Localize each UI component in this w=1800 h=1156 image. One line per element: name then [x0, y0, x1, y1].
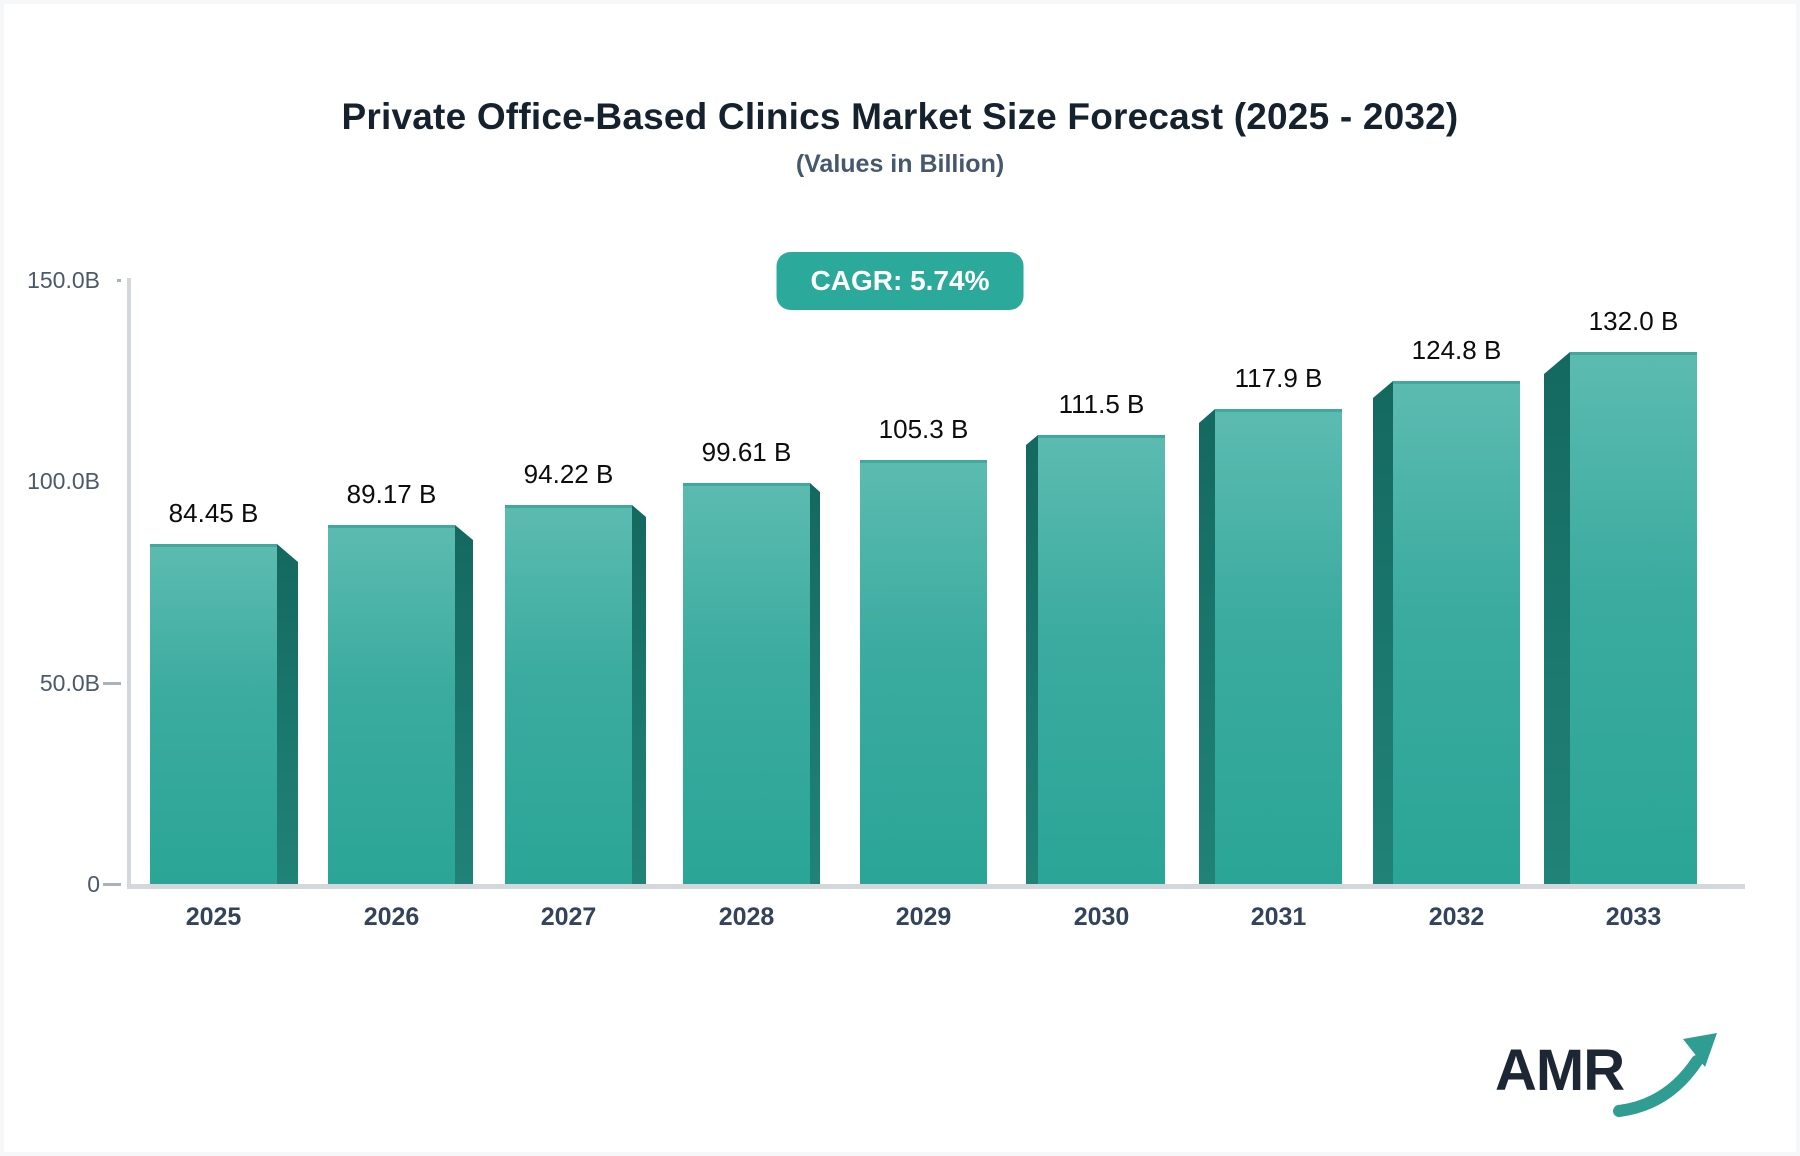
- bar-2032-side-face: [1373, 381, 1393, 884]
- chart-subtitle: (Values in Billion): [795, 150, 1005, 178]
- bar-2029: [860, 460, 987, 884]
- y-tick-label-100.0B: 100.0B: [27, 468, 100, 494]
- y-axis-line: [127, 278, 131, 888]
- y-tick-mark: [117, 279, 121, 282]
- bar-2029-value-label: 105.3 B: [878, 414, 969, 444]
- bar-2028: [683, 483, 810, 884]
- bar-2032: [1393, 381, 1520, 884]
- bar-2031: [1215, 409, 1342, 884]
- bar-2025-value-label: 84.45 B: [168, 498, 259, 528]
- bar-2033: [1570, 352, 1697, 884]
- bar-2025: [150, 544, 277, 884]
- bar-2030: [1038, 435, 1165, 884]
- bar-2031-side-face: [1199, 409, 1215, 884]
- amr-logo-text: AMR: [1495, 1038, 1625, 1103]
- bar-2026: [328, 525, 455, 884]
- y-tick-mark: [103, 883, 121, 886]
- bar-2027: [505, 505, 632, 884]
- bar-2030-side-face: [1026, 435, 1038, 884]
- chart-title: Private Office-Based Clinics Market Size…: [341, 96, 1459, 137]
- x-tick-label-2028: 2028: [718, 903, 775, 931]
- bar-2026-value-label: 89.17 B: [346, 479, 437, 509]
- y-tick-label-0: 0: [87, 871, 100, 897]
- bar-2027-side-face: [632, 505, 646, 884]
- y-tick-mark: [103, 682, 121, 685]
- bar-2028-value-label: 99.61 B: [701, 437, 792, 467]
- x-tick-label-2025: 2025: [185, 903, 242, 931]
- x-tick-label-2030: 2030: [1073, 903, 1130, 931]
- bar-2026-side-face: [455, 525, 473, 884]
- x-axis-line: [127, 884, 1745, 889]
- x-tick-label-2027: 2027: [540, 903, 597, 931]
- bar-2028-side-face: [810, 483, 820, 884]
- growth-arrow-icon: [1613, 1033, 1717, 1117]
- x-tick-label-2033: 2033: [1605, 903, 1662, 931]
- amr-logo: AMR: [1495, 1025, 1717, 1120]
- bar-2031-value-label: 117.9 B: [1234, 363, 1323, 393]
- y-tick-label-50.0B: 50.0B: [39, 670, 100, 696]
- bar-2033-side-face: [1544, 352, 1570, 884]
- bar-2025-side-face: [277, 544, 298, 884]
- x-tick-label-2026: 2026: [363, 903, 420, 931]
- bar-2033-value-label: 132.0 B: [1588, 306, 1679, 336]
- x-tick-label-2032: 2032: [1428, 903, 1485, 931]
- bar-2030-value-label: 111.5 B: [1058, 389, 1145, 419]
- bar-2027-value-label: 94.22 B: [523, 459, 614, 489]
- y-tick-label-150.0B: 150.0B: [27, 267, 100, 293]
- cagr-badge: CAGR: 5.74%: [776, 252, 1024, 310]
- x-tick-label-2031: 2031: [1250, 903, 1307, 931]
- x-tick-label-2029: 2029: [895, 903, 952, 931]
- bar-2032-value-label: 124.8 B: [1411, 335, 1502, 365]
